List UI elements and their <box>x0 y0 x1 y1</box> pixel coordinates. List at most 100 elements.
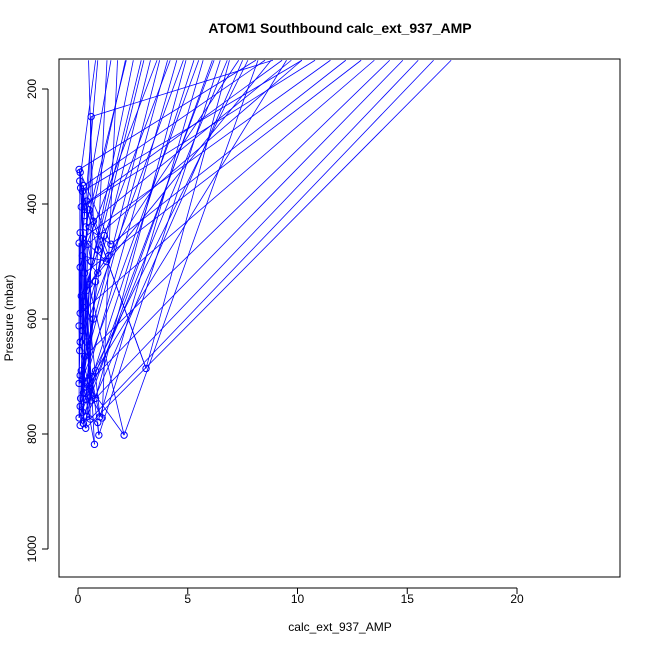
series-line-segment <box>82 59 331 239</box>
series-line-segment <box>78 59 257 170</box>
y-axis: 200 400 600 800 1000 <box>25 79 49 562</box>
series-line-segment <box>84 59 404 388</box>
series-line-segment <box>80 60 171 297</box>
data-point <box>98 414 106 422</box>
series-line-segment <box>86 416 98 423</box>
series-line-segment <box>79 232 101 417</box>
x-axis-label: calc_ext_937_AMP <box>288 620 391 634</box>
data-point <box>94 269 102 277</box>
plot-frame <box>58 58 621 578</box>
series-line-segment <box>78 60 168 384</box>
series-line-segment <box>80 60 161 371</box>
x-tick-label: 0 <box>75 592 82 606</box>
data-point <box>87 372 95 381</box>
y-axis-label: Pressure (mbar) <box>2 275 16 362</box>
series-line-segment <box>79 60 184 343</box>
data-point <box>78 408 87 416</box>
data-point <box>81 424 90 432</box>
data-point <box>87 257 95 266</box>
series-line-segment <box>89 59 434 420</box>
data-point <box>89 315 98 323</box>
data-point <box>83 197 91 205</box>
series-line-segment <box>88 284 125 436</box>
data-point <box>75 379 83 388</box>
x-tick-label: 15 <box>401 592 415 606</box>
data-point <box>79 388 88 397</box>
x-tick-label: 20 <box>510 592 524 606</box>
data-point <box>91 394 100 403</box>
series-line-segment <box>80 295 84 424</box>
series-line-segment <box>79 60 151 343</box>
data-point <box>86 415 94 423</box>
series-line-segment <box>81 59 283 208</box>
series-line-segment <box>78 60 195 419</box>
data-point <box>100 231 109 240</box>
series-line-segment <box>88 59 272 285</box>
data-point <box>80 211 89 220</box>
data-point <box>94 418 102 427</box>
series-line-segment <box>95 60 287 371</box>
series-line-segment <box>84 59 362 274</box>
series-line-segment <box>88 60 240 285</box>
data-layer <box>75 59 452 449</box>
data-point <box>76 346 84 355</box>
data-point <box>76 394 85 403</box>
data-point <box>80 352 89 361</box>
data-point <box>77 292 85 300</box>
series-line-segment <box>79 60 213 426</box>
data-point <box>91 367 100 375</box>
y-tick-label: 800 <box>25 424 39 444</box>
y-tick-label: 600 <box>25 309 39 329</box>
data-point <box>78 326 87 335</box>
series-line-segment <box>99 60 204 417</box>
series-line-segment <box>145 60 230 369</box>
series-line-segment <box>97 422 100 436</box>
data-point <box>120 431 128 439</box>
series-line-segment <box>79 59 375 314</box>
data-point <box>75 239 83 247</box>
data-point <box>85 280 93 289</box>
series-line-segment <box>108 60 118 256</box>
series-line-segment <box>79 60 126 268</box>
series-line-segment <box>98 60 221 436</box>
series-line-segment <box>82 255 107 262</box>
series-line-segment <box>90 60 249 377</box>
series-line-segment <box>110 59 347 245</box>
data-point <box>102 257 111 266</box>
x-tick-label: 10 <box>291 592 305 606</box>
series-line-segment <box>81 60 99 239</box>
data-point <box>81 223 90 231</box>
data-point <box>90 440 99 449</box>
series-line-segment <box>91 59 274 117</box>
chart-title: ATOM1 Southbound calc_ext_937_AMP <box>208 20 471 36</box>
data-point <box>142 364 150 373</box>
data-point <box>77 367 85 375</box>
series-line-segment <box>86 60 112 202</box>
series-line-segment <box>85 59 292 228</box>
series-line-segment <box>80 60 178 399</box>
data-point <box>89 217 98 225</box>
series-line-segment <box>81 59 316 208</box>
series-line-segment <box>85 60 215 400</box>
series-line-segment <box>79 60 96 182</box>
data-point <box>76 309 84 317</box>
series-line-segment <box>85 59 452 429</box>
data-point <box>79 303 88 312</box>
y-tick-label: 400 <box>25 194 39 214</box>
data-point <box>81 395 90 404</box>
data-point <box>94 246 102 254</box>
data-point <box>79 181 88 190</box>
data-point <box>85 206 93 214</box>
data-point <box>77 203 85 211</box>
y-tick-label: 200 <box>25 79 39 99</box>
series-line-segment <box>87 59 303 245</box>
data-point <box>80 383 89 391</box>
series-line-segment <box>88 209 147 369</box>
data-point <box>107 240 115 248</box>
x-axis: 0 5 10 15 20 <box>75 587 524 606</box>
series-line-segment <box>123 60 259 436</box>
data-point <box>87 112 95 121</box>
series-line-segment <box>79 60 142 314</box>
series-line-segment <box>95 59 419 399</box>
data-point <box>80 269 89 277</box>
